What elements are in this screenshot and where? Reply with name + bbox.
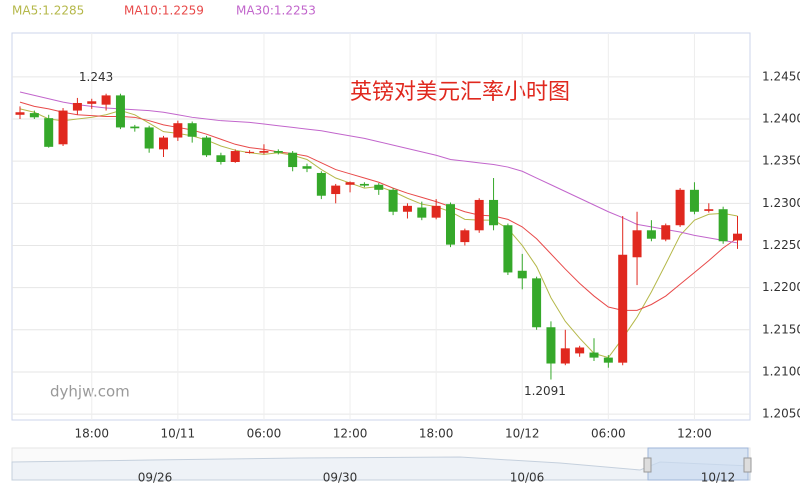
y-tick-label: 1.2100 <box>762 364 800 378</box>
candle-body <box>661 225 671 240</box>
candle-body <box>575 347 585 354</box>
candle-body <box>517 270 527 279</box>
candle-body <box>546 327 556 364</box>
candle-body <box>316 172 326 196</box>
candle-body <box>417 207 427 218</box>
candle-body <box>115 95 125 128</box>
y-tick-label: 1.2300 <box>762 196 800 210</box>
y-tick-label: 1.2250 <box>762 238 800 252</box>
candle-body <box>87 101 97 104</box>
legend-entry: MA10:1.2259 <box>124 4 204 18</box>
candle-body <box>187 123 197 137</box>
candle-body <box>532 278 542 328</box>
candle-body <box>589 352 599 358</box>
candle-body <box>288 152 298 168</box>
navigator-label: 09/26 <box>138 471 173 485</box>
candle-body <box>359 183 369 186</box>
y-tick-label: 1.2350 <box>762 154 800 168</box>
candle-body <box>216 155 226 162</box>
candle-body <box>374 184 384 190</box>
navigator-label: 10/06 <box>510 471 545 485</box>
candle-body <box>460 230 470 243</box>
legend-entry: MA30:1.2253 <box>236 4 316 18</box>
plot-frame <box>11 32 751 421</box>
y-tick-label: 1.2450 <box>762 69 800 83</box>
candle-body <box>259 151 269 153</box>
candle-body <box>72 102 82 111</box>
x-tick-label: 06:00 <box>591 427 626 441</box>
navigator-handle[interactable] <box>643 457 652 473</box>
annotation: 1.2091 <box>524 384 566 398</box>
legend-entry: MA5:1.2285 <box>12 4 84 18</box>
candle-body <box>503 225 513 273</box>
navigator-label: 09/30 <box>323 471 358 485</box>
ma-line <box>19 108 738 359</box>
candle-body <box>273 151 283 153</box>
candle-body <box>733 233 742 241</box>
y-tick-label: 1.2050 <box>762 407 800 421</box>
x-tick-label: 18:00 <box>74 427 109 441</box>
navigator-label: 10/12 <box>701 471 736 485</box>
candle-body <box>173 123 183 138</box>
candle-body <box>159 137 168 150</box>
candle-body <box>474 199 484 231</box>
candle-body <box>489 199 499 226</box>
x-tick-label: 12:00 <box>333 427 368 441</box>
candle-body <box>446 204 455 245</box>
candle-body <box>603 357 613 363</box>
candle-body <box>245 151 255 153</box>
candle-body <box>402 205 412 212</box>
candle-body <box>101 95 111 105</box>
ma-line <box>19 101 738 311</box>
x-tick-label: 10/11 <box>161 427 196 441</box>
candle-body <box>331 185 341 195</box>
navigator-series <box>11 456 751 481</box>
chart-title: 英镑对美元汇率小时图 <box>350 80 570 105</box>
ma-line <box>19 91 738 244</box>
x-tick-label: 06:00 <box>247 427 282 441</box>
candle-body <box>632 230 642 258</box>
candle-body <box>689 189 699 212</box>
x-tick-label: 18:00 <box>419 427 454 441</box>
x-tick-label: 10/12 <box>505 427 540 441</box>
candle-body <box>58 110 68 145</box>
candle-body <box>230 151 240 162</box>
candle-body <box>718 209 728 242</box>
candle-body <box>144 127 154 149</box>
candle-body <box>29 113 39 118</box>
candle-body <box>345 182 355 185</box>
candle-body <box>202 137 212 156</box>
candle-body <box>646 230 656 239</box>
candle-body <box>44 118 54 147</box>
candle-body <box>675 189 685 226</box>
candle-body <box>302 166 312 169</box>
candle-body <box>618 254 628 363</box>
candle-body <box>130 126 140 129</box>
x-tick-label: 12:00 <box>677 427 712 441</box>
annotation: 1.243 <box>79 70 113 84</box>
navigator-handle[interactable] <box>743 457 752 473</box>
y-tick-label: 1.2400 <box>762 112 800 126</box>
candle-body <box>15 112 25 115</box>
candle-body <box>431 205 441 218</box>
candle-body <box>388 189 398 212</box>
candle-body <box>704 209 714 211</box>
candle-body <box>560 348 570 364</box>
y-tick-label: 1.2200 <box>762 280 800 294</box>
y-tick-label: 1.2150 <box>762 322 800 336</box>
watermark: dyhjw.com <box>50 383 130 401</box>
